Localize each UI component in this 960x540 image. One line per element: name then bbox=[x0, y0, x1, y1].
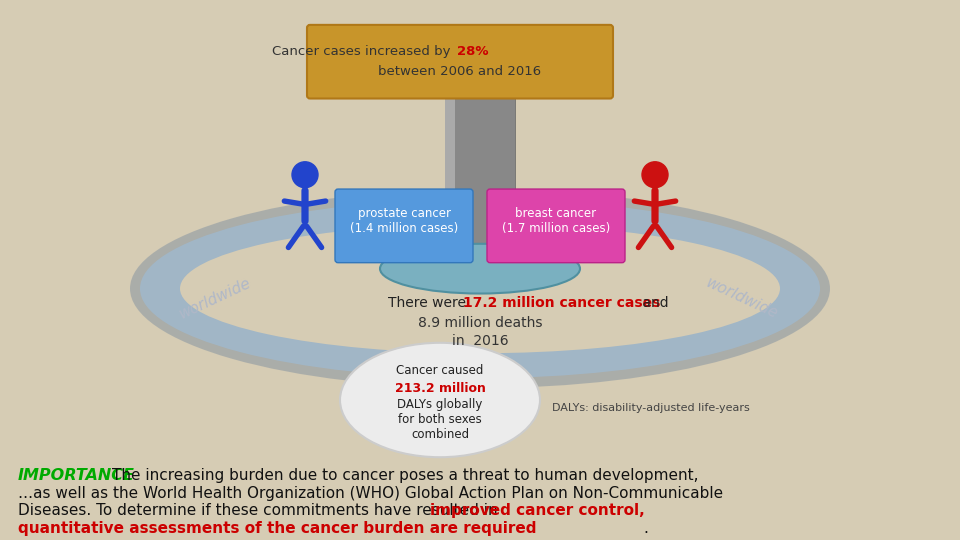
FancyBboxPatch shape bbox=[445, 55, 455, 269]
Text: prostate cancer: prostate cancer bbox=[357, 207, 450, 220]
FancyArrowPatch shape bbox=[635, 201, 652, 204]
Text: 28%: 28% bbox=[457, 45, 489, 58]
Ellipse shape bbox=[130, 189, 830, 388]
Text: breast cancer: breast cancer bbox=[516, 207, 596, 220]
Text: The increasing burden due to cancer poses a threat to human development,: The increasing burden due to cancer pose… bbox=[112, 468, 699, 483]
Circle shape bbox=[642, 162, 668, 188]
Text: combined: combined bbox=[411, 428, 469, 441]
Text: quantitative assessments of the cancer burden are required: quantitative assessments of the cancer b… bbox=[18, 522, 537, 536]
FancyBboxPatch shape bbox=[335, 189, 473, 262]
FancyArrowPatch shape bbox=[658, 201, 676, 204]
Text: DALYs globally: DALYs globally bbox=[397, 399, 483, 411]
FancyArrowPatch shape bbox=[306, 226, 322, 247]
Text: improved cancer control,: improved cancer control, bbox=[430, 503, 645, 518]
Text: …as well as the World Health Organization (WHO) Global Action Plan on Non-Commun: …as well as the World Health Organizatio… bbox=[18, 485, 723, 501]
Text: (1.4 million cases): (1.4 million cases) bbox=[349, 222, 458, 235]
Text: (1.7 million cases): (1.7 million cases) bbox=[502, 222, 611, 235]
FancyArrowPatch shape bbox=[288, 226, 303, 247]
Text: There were: There were bbox=[388, 296, 470, 310]
FancyBboxPatch shape bbox=[307, 25, 613, 98]
Ellipse shape bbox=[380, 244, 580, 294]
FancyArrowPatch shape bbox=[638, 226, 654, 247]
Text: in  2016: in 2016 bbox=[452, 334, 508, 348]
FancyArrowPatch shape bbox=[657, 226, 672, 247]
Text: worldwide: worldwide bbox=[704, 275, 780, 322]
FancyBboxPatch shape bbox=[487, 189, 625, 262]
Text: Cancer caused: Cancer caused bbox=[396, 363, 484, 377]
Text: 17.2 million cancer cases: 17.2 million cancer cases bbox=[463, 296, 660, 310]
Circle shape bbox=[292, 162, 318, 188]
Text: 213.2 million: 213.2 million bbox=[395, 382, 486, 395]
Ellipse shape bbox=[340, 343, 540, 457]
Text: 8.9 million deaths: 8.9 million deaths bbox=[418, 316, 542, 330]
Ellipse shape bbox=[180, 224, 780, 353]
Text: Diseases. To determine if these commitments have resulted in: Diseases. To determine if these commitme… bbox=[18, 503, 502, 518]
Text: Cancer cases increased by: Cancer cases increased by bbox=[273, 45, 455, 58]
Text: between 2006 and 2016: between 2006 and 2016 bbox=[378, 65, 541, 78]
Text: .: . bbox=[643, 522, 648, 536]
FancyArrowPatch shape bbox=[284, 201, 302, 204]
Text: worldwide: worldwide bbox=[177, 275, 253, 322]
Text: and: and bbox=[638, 296, 668, 310]
Text: for both sexes: for both sexes bbox=[398, 414, 482, 427]
Ellipse shape bbox=[140, 199, 820, 378]
Text: DALYs: disability-adjusted life-years: DALYs: disability-adjusted life-years bbox=[552, 403, 750, 413]
FancyArrowPatch shape bbox=[308, 201, 325, 204]
FancyBboxPatch shape bbox=[445, 55, 515, 269]
Text: IMPORTANCE: IMPORTANCE bbox=[18, 468, 134, 483]
